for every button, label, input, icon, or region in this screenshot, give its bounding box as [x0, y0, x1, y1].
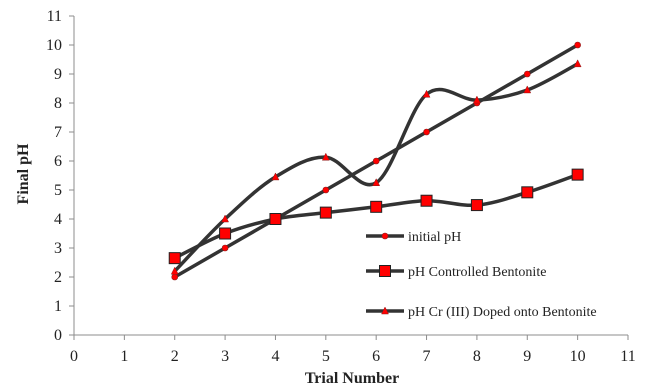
data-point — [170, 266, 179, 275]
series-line — [172, 172, 580, 260]
y-tick-label: 9 — [54, 66, 62, 83]
data-point — [473, 95, 481, 104]
x-tick-label: 3 — [221, 348, 229, 365]
y-tick-label: 0 — [54, 327, 62, 344]
data-point — [321, 152, 330, 161]
data-point — [523, 70, 531, 78]
data-point — [420, 194, 433, 207]
data-point — [372, 178, 381, 186]
series-line — [172, 62, 580, 273]
x-tick-label: 2 — [171, 348, 179, 365]
data-point — [521, 186, 534, 199]
y-tick-label: 11 — [47, 8, 62, 25]
y-tick-label: 6 — [54, 153, 62, 170]
data-point — [168, 252, 181, 265]
legend-marker — [381, 232, 389, 240]
data-point — [372, 157, 380, 165]
data-point — [571, 168, 584, 181]
series-layer — [168, 41, 584, 281]
x-tick-label: 0 — [70, 348, 78, 365]
x-tick-label: 5 — [322, 348, 330, 365]
data-point — [221, 244, 229, 252]
data-point — [322, 186, 330, 194]
legend: initial pH pH Controlled Bentonite pH Cr (… — [366, 230, 597, 320]
y-tick-label: 4 — [54, 211, 62, 228]
legend-label: pH Cr (III) Doped onto Bentonite — [408, 305, 597, 320]
x-tick-label: 1 — [120, 348, 128, 365]
y-tick-label: 5 — [54, 182, 62, 199]
x-tick-label: 9 — [523, 348, 531, 365]
x-tick-label: 8 — [473, 348, 481, 365]
data-point — [221, 214, 229, 223]
data-point — [171, 273, 179, 281]
legend-marker — [379, 265, 391, 277]
y-tick-label: 1 — [54, 298, 62, 315]
data-point — [573, 59, 582, 68]
data-point — [319, 206, 332, 219]
x-tick-label: 10 — [570, 348, 586, 365]
data-point — [422, 89, 431, 98]
data-point — [423, 128, 430, 136]
data-point — [370, 200, 383, 213]
y-tick-label: 3 — [54, 240, 62, 257]
y-tick-label: 10 — [46, 37, 62, 54]
x-axis-title: Trial Number — [305, 370, 399, 387]
y-tick-label: 8 — [54, 95, 62, 112]
data-point — [470, 199, 483, 212]
data-point — [269, 213, 282, 225]
data-point — [219, 227, 232, 240]
x-tick-label: 7 — [423, 348, 431, 365]
data-point — [271, 172, 280, 181]
axes: 0 1 2 3 4 5 6 7 8 9 10 11 0 1 2 3 4 5 6 7 8 9 10 11 — [46, 8, 636, 365]
y-tick-label: 7 — [54, 124, 62, 141]
data-point — [523, 85, 532, 94]
series-1 — [171, 41, 581, 281]
x-tick-label: 6 — [372, 348, 380, 365]
legend-marker — [381, 306, 389, 315]
y-tick-label: 2 — [54, 269, 62, 286]
legend-label: initial pH — [408, 230, 461, 245]
y-axis-title: Final pH — [15, 143, 32, 204]
series-2 — [168, 168, 584, 265]
x-tick-label: 11 — [620, 348, 635, 365]
x-tick-label: 4 — [271, 348, 279, 365]
legend-label: pH Controlled Bentonite — [408, 265, 546, 280]
series-3 — [170, 59, 582, 275]
data-point — [574, 41, 581, 49]
